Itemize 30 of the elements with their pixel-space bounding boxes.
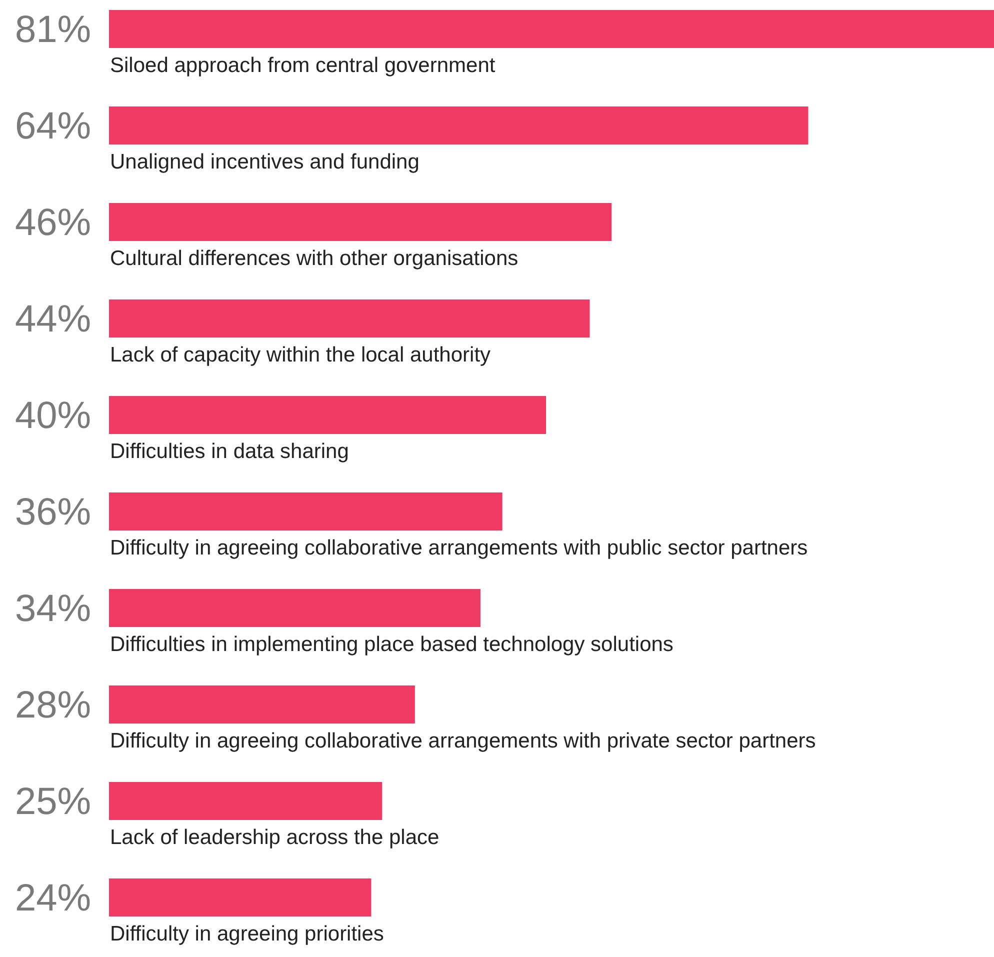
data-label: 81% — [14, 9, 91, 51]
y-tick-label: Lack of capacity within the local authority — [110, 344, 492, 366]
y-tick-label: Lack of leadership across the place — [110, 826, 440, 849]
bar — [109, 686, 415, 724]
data-label: 36% — [14, 492, 91, 534]
bar — [109, 878, 372, 916]
bar — [109, 492, 502, 530]
data-label: 64% — [14, 106, 91, 148]
bar — [109, 589, 480, 627]
y-tick-label: Difficulty in agreeing priorities — [110, 922, 384, 946]
bar — [109, 782, 382, 820]
data-label: 40% — [14, 395, 91, 437]
y-tick-label: Difficulties in implementing place based technology solutions — [110, 633, 674, 656]
bar — [109, 300, 590, 338]
data-label: 44% — [14, 298, 91, 340]
data-label: 24% — [14, 878, 91, 920]
data-label: 28% — [14, 684, 91, 726]
y-tick-label: Unaligned incentives and funding — [110, 150, 420, 174]
y-tick-label: Difficulty in agreeing collaborative arrangements with private sector partners — [110, 730, 816, 752]
y-tick-label: Difficulties in data sharing — [110, 440, 349, 463]
data-label: 25% — [14, 781, 91, 823]
data-label: 34% — [14, 588, 91, 630]
bar — [109, 106, 808, 144]
bar — [109, 203, 612, 241]
bar — [109, 396, 546, 434]
y-tick-label: Cultural differences with other organisations — [110, 247, 518, 270]
y-tick-label: Siloed approach from central government — [110, 54, 496, 77]
bar — [109, 10, 994, 48]
data-label: 46% — [14, 202, 91, 244]
y-tick-label: Difficulty in agreeing collaborative arrangements with public sector partners — [110, 536, 808, 560]
